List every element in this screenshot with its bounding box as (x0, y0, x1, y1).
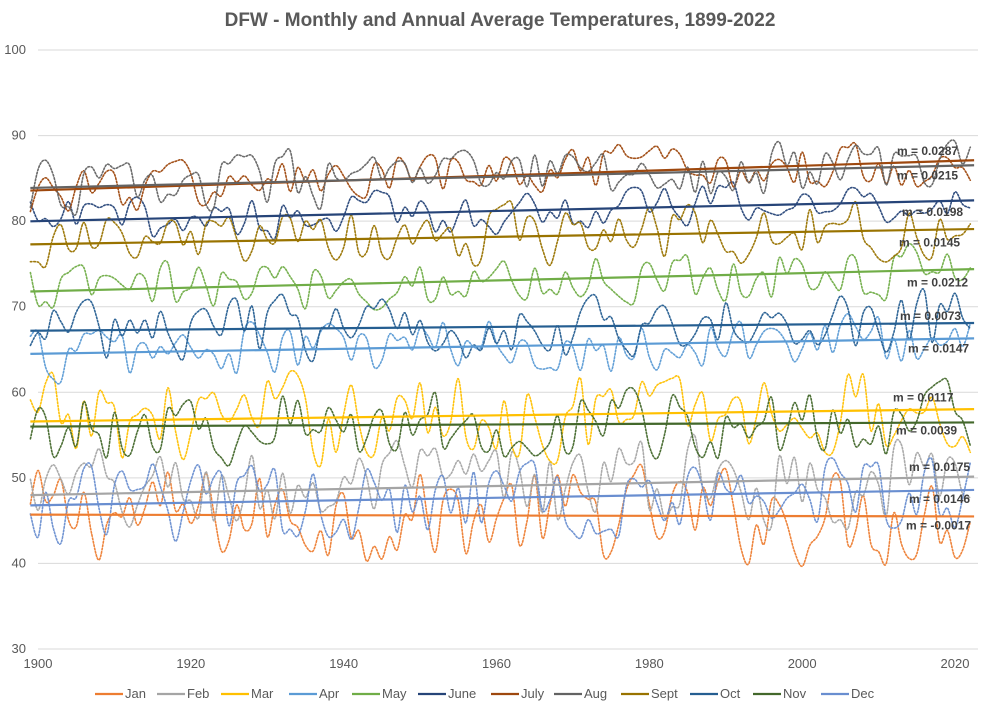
y-tick-label: 40 (12, 555, 26, 570)
x-tick-label: 1920 (176, 656, 205, 671)
legend-label: June (448, 686, 476, 701)
legend-item-feb[interactable]: Feb (157, 686, 209, 701)
trendline-july (30, 159, 975, 192)
legend-label: Mar (251, 686, 274, 701)
series-line-sept (29, 200, 972, 269)
x-tick-label: 2020 (941, 656, 970, 671)
slope-label-aug: m = 0.0215 (897, 169, 958, 183)
legend-label: Feb (187, 686, 209, 701)
legend-item-nov[interactable]: Nov (753, 686, 807, 701)
slope-label-may: m = 0.0212 (907, 276, 968, 290)
legend-label: July (521, 686, 545, 701)
series-line-nov (29, 377, 972, 467)
trendline-aug (30, 164, 975, 190)
x-tick-label: 1900 (24, 656, 53, 671)
legend-item-june[interactable]: June (418, 686, 476, 701)
trendline-may (30, 267, 975, 293)
legend-label: Dec (851, 686, 875, 701)
trendline-june (30, 199, 975, 223)
legend-label: Jan (125, 686, 146, 701)
y-tick-label: 100 (4, 42, 26, 57)
x-tick-label: 1940 (329, 656, 358, 671)
trendline-jan (30, 513, 975, 518)
x-tick-label: 1960 (482, 656, 511, 671)
legend-label: Apr (319, 686, 340, 701)
trendline-dec (30, 488, 975, 507)
x-tick-label: 2000 (788, 656, 817, 671)
series-line-feb (29, 433, 972, 532)
y-tick-label: 90 (12, 128, 26, 143)
x-tick-label: 1980 (635, 656, 664, 671)
series-line-dec (29, 456, 972, 545)
series-line-mar (29, 369, 972, 468)
trendline-sept (30, 227, 975, 246)
slope-label-nov: m = 0.0039 (896, 424, 957, 438)
legend-item-aug[interactable]: Aug (554, 686, 607, 701)
slope-labels: m = -0.0017 m = 0.0175 m = 0.0117 m = 0.014… (893, 144, 971, 533)
x-axis-ticks: 1900 1920 1940 1960 1980 2000 2020 (24, 656, 970, 671)
legend-item-jan[interactable]: Jan (95, 686, 146, 701)
series-line-july (29, 141, 972, 213)
y-tick-label: 60 (12, 384, 26, 399)
legend-item-sept[interactable]: Sept (621, 686, 678, 701)
series-line-may (29, 242, 972, 311)
y-tick-label: 70 (12, 299, 26, 314)
slope-label-sept: m = 0.0145 (899, 235, 960, 249)
trendline-nov (30, 421, 975, 428)
slope-label-feb: m = 0.0175 (909, 460, 970, 474)
legend-item-oct[interactable]: Oct (690, 686, 741, 701)
legend-item-july[interactable]: July (491, 686, 545, 701)
legend-label: May (382, 686, 407, 701)
series-line-oct (29, 288, 972, 363)
y-tick-label: 80 (12, 213, 26, 228)
y-tick-label: 30 (12, 641, 26, 656)
trendline-feb (30, 475, 975, 497)
slope-label-jan: m = -0.0017 (906, 518, 971, 532)
trendline-apr (30, 337, 975, 356)
legend: Jan Feb Mar Apr May June July Aug Sept Oct Nov Dec (95, 686, 875, 701)
legend-label: Oct (720, 686, 741, 701)
slope-label-june: m = 0.0198 (902, 205, 963, 219)
legend-label: Aug (584, 686, 607, 701)
slope-label-apr: m = 0.0147 (908, 342, 969, 356)
legend-label: Sept (651, 686, 678, 701)
slope-label-july: m = 0.0287 (897, 144, 958, 158)
y-tick-label: 50 (12, 470, 26, 485)
trendline-oct (30, 321, 975, 332)
legend-item-mar[interactable]: Mar (221, 686, 274, 701)
slope-label-oct: m = 0.0073 (900, 309, 961, 323)
gridlines (38, 49, 978, 650)
trendlines (30, 159, 975, 518)
chart-title: DFW - Monthly and Annual Average Tempera… (225, 10, 776, 31)
legend-label: Nov (783, 686, 807, 701)
legend-item-apr[interactable]: Apr (289, 686, 340, 701)
legend-item-may[interactable]: May (352, 686, 407, 701)
trendline-mar (30, 408, 975, 423)
legend-item-dec[interactable]: Dec (821, 686, 875, 701)
y-axis-ticks: 30 40 50 60 70 80 90 100 (4, 42, 26, 656)
slope-label-dec: m = 0.0146 (909, 492, 970, 506)
slope-label-mar: m = 0.0117 (893, 390, 954, 404)
